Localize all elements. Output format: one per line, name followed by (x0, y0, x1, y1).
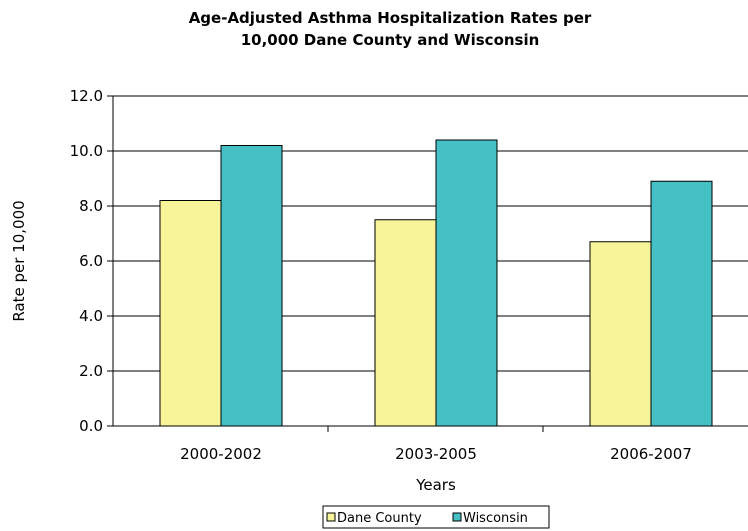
bar-dane-county-2000-2002 (159, 200, 222, 427)
legend-swatch-wisconsin (452, 512, 462, 522)
legend-box (322, 505, 550, 529)
y-tick-labels: 0.0 2.0 4.0 6.0 8.0 10.0 12.0 (70, 87, 103, 435)
bar-wisconsin-2006-2007 (650, 180, 713, 427)
bar-wisconsin-2003-2005 (435, 139, 498, 427)
x-tick-label: 2006-2007 (610, 445, 692, 463)
legend-label-dane-county: Dane County (337, 511, 422, 526)
y-tick-label: 0.0 (79, 417, 103, 435)
x-tick-label: 2000-2002 (180, 445, 262, 463)
axes (107, 95, 748, 432)
x-axis-label: Years (415, 476, 456, 494)
bar-dane-county-2003-2005 (374, 219, 437, 427)
y-tick-label: 8.0 (79, 197, 103, 215)
chart-title-line-1: Age-Adjusted Asthma Hospitalization Rate… (189, 9, 592, 27)
legend-label-wisconsin: Wisconsin (463, 511, 528, 526)
y-tick-label: 2.0 (79, 362, 103, 380)
y-tick-label: 12.0 (70, 87, 103, 105)
bars (159, 139, 713, 427)
y-tick-label: 4.0 (79, 307, 103, 325)
legend: Dane County Wisconsin (322, 505, 550, 529)
x-tick-label: 2003-2005 (395, 445, 477, 463)
chart-title-line-2: 10,000 Dane County and Wisconsin (241, 31, 540, 49)
x-tick-labels: 2000-2002 2003-2005 2006-2007 (180, 445, 692, 463)
bar-dane-county-2006-2007 (589, 241, 652, 427)
y-axis-label: Rate per 10,000 (10, 200, 28, 321)
y-tick-label: 6.0 (79, 252, 103, 270)
legend-swatch-dane-county (326, 512, 336, 522)
bar-wisconsin-2000-2002 (220, 145, 283, 427)
y-tick-label: 10.0 (70, 142, 103, 160)
